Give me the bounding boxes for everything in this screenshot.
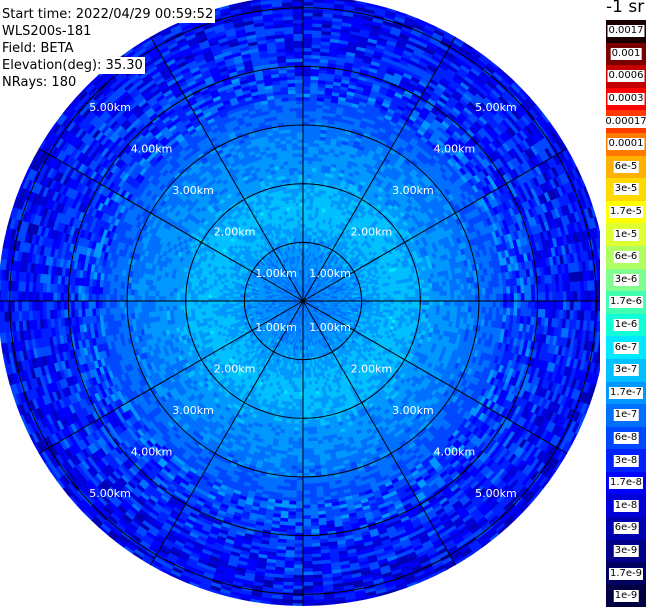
ppi-cell bbox=[305, 384, 310, 390]
ppi-cell bbox=[228, 303, 234, 307]
ppi-cell bbox=[218, 303, 223, 308]
ppi-cell bbox=[372, 295, 378, 299]
ppi-cell bbox=[386, 294, 392, 299]
ppi-cell bbox=[296, 391, 301, 397]
ppi-cell bbox=[297, 226, 301, 232]
ppi-cell bbox=[296, 384, 301, 390]
ppi-cell bbox=[211, 303, 216, 308]
ppi-cell bbox=[305, 374, 309, 379]
ppi-cell bbox=[207, 307, 213, 312]
ppi-cell bbox=[393, 294, 399, 299]
ppi-cell bbox=[305, 370, 309, 376]
ppi-cell bbox=[397, 300, 402, 305]
ppi-cell bbox=[207, 303, 213, 308]
ppi-cell bbox=[207, 294, 213, 299]
ppi-cell bbox=[296, 216, 301, 221]
ppi-cell bbox=[397, 297, 402, 302]
ppi-cell bbox=[383, 294, 388, 299]
ppi-cell bbox=[393, 303, 399, 308]
ppi-cell bbox=[302, 202, 307, 207]
ppi-cell bbox=[305, 377, 309, 383]
ppi-cell bbox=[302, 395, 307, 400]
ppi-cell bbox=[204, 297, 209, 302]
ppi-cell bbox=[204, 307, 209, 312]
ppi-cell bbox=[299, 395, 304, 400]
ppi-cell bbox=[296, 209, 301, 214]
ppi-cell bbox=[204, 303, 209, 309]
ppi-cell bbox=[390, 294, 395, 299]
ppi-cell bbox=[309, 391, 314, 397]
ppi-cell bbox=[297, 219, 301, 225]
ppi-cell bbox=[204, 300, 209, 305]
ppi-cell bbox=[386, 303, 392, 308]
ppi-cell bbox=[305, 388, 310, 393]
ppi-cell bbox=[214, 303, 220, 308]
ppi-cell bbox=[305, 381, 310, 386]
ppi-cell bbox=[214, 306, 220, 311]
ppi-plot: 1.00km2.00km3.00km4.00km5.00km1.00km2.00… bbox=[0, 0, 600, 606]
ppi-cell bbox=[305, 212, 310, 218]
ppi-cell bbox=[214, 294, 220, 299]
ppi-cell bbox=[309, 395, 314, 400]
ppi-cell bbox=[379, 295, 385, 299]
ppi-cell bbox=[305, 205, 310, 211]
ppi-cell bbox=[297, 223, 301, 228]
ppi-cell bbox=[386, 291, 392, 296]
ppi-cell bbox=[305, 391, 310, 397]
ppi-cell bbox=[296, 205, 301, 211]
ppi-cell bbox=[292, 205, 297, 211]
ppi-cell bbox=[296, 212, 301, 218]
ppi-cell bbox=[308, 384, 313, 390]
ppi-cell bbox=[397, 290, 402, 295]
ppi-cell bbox=[225, 303, 230, 307]
ppi-cell bbox=[221, 303, 227, 307]
ppi-cell bbox=[393, 290, 399, 295]
ppi-cell bbox=[305, 395, 311, 400]
ppi-cell bbox=[293, 212, 298, 218]
ppi-cell bbox=[397, 293, 402, 299]
ppi-cell bbox=[376, 295, 381, 299]
